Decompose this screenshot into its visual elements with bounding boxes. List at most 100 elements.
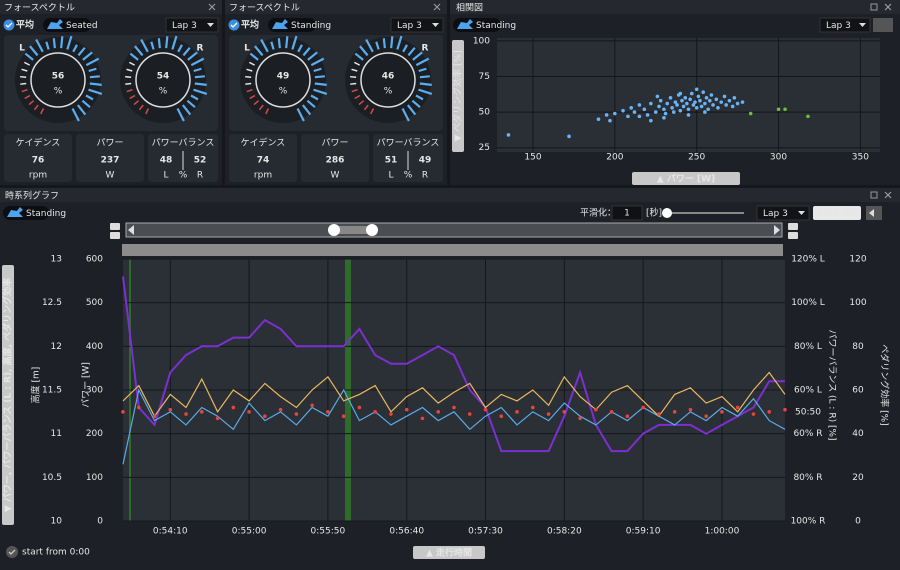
- stat-value: 286: [326, 156, 345, 166]
- balance-dot: [404, 407, 409, 412]
- gauge-tick: [176, 108, 185, 122]
- axis-tab[interactable]: [452, 40, 464, 152]
- balance-dot: [152, 414, 157, 419]
- balance-dot: [688, 407, 693, 412]
- balance-dot: [483, 407, 488, 412]
- y-tick-label: 0: [97, 517, 103, 527]
- select-arrow: [798, 211, 805, 215]
- axis-tab[interactable]: [2, 265, 14, 525]
- average-label: 平均: [16, 19, 34, 31]
- gauge-tick: [171, 35, 178, 50]
- lap-select[interactable]: [819, 17, 871, 33]
- scatter-point: [613, 111, 617, 116]
- x-tick-label: 200: [606, 153, 623, 163]
- close-button[interactable]: [433, 3, 441, 11]
- gauge-tick: [177, 44, 183, 53]
- close-button[interactable]: [884, 191, 892, 199]
- panel-title: フォースペクトル: [229, 3, 300, 14]
- scroll-step-button[interactable]: [788, 223, 798, 230]
- balance-dot: [278, 407, 283, 412]
- gauge-tick: [129, 52, 139, 61]
- lap-select[interactable]: [756, 205, 810, 221]
- axis-tab[interactable]: [632, 172, 740, 185]
- lap-select[interactable]: [165, 17, 219, 33]
- mode-label: Seated: [66, 21, 98, 31]
- gauge-tick: [52, 38, 56, 49]
- close-button[interactable]: [884, 3, 892, 11]
- gauge-tick: [193, 88, 208, 96]
- gauge-bg: [345, 37, 431, 123]
- x-tick-label: 250: [688, 153, 705, 163]
- gauge-tick: [291, 35, 298, 50]
- scroll-step-button[interactable]: [110, 223, 120, 230]
- gauge-ring: [360, 52, 416, 108]
- panel-title: 相関図: [456, 2, 483, 14]
- lap-select[interactable]: [390, 17, 444, 33]
- x-axis-title: ▲ 走行時間: [426, 547, 472, 559]
- show-all-button[interactable]: [813, 206, 861, 220]
- scatter-point: [688, 97, 692, 102]
- swap-button[interactable]: [873, 18, 893, 32]
- gauge-tick: [20, 75, 27, 78]
- scatter-point: [681, 104, 686, 109]
- stat-unit: L: [388, 171, 393, 181]
- gauge-tick: [28, 100, 35, 106]
- balance-dot: [373, 410, 377, 414]
- stat-box: [301, 134, 369, 182]
- gauge-tick: [128, 61, 136, 66]
- gauge-tick: [20, 82, 27, 85]
- gauge-tick: [249, 94, 256, 100]
- gauge-unit: %: [384, 87, 393, 97]
- slider-knob[interactable]: [662, 208, 672, 218]
- gauge-tick: [411, 99, 421, 109]
- maximize-button[interactable]: [870, 3, 878, 11]
- range-handle[interactable]: [366, 224, 378, 236]
- close-button[interactable]: [208, 3, 216, 11]
- range-handle[interactable]: [328, 224, 340, 236]
- maximize-button[interactable]: [870, 191, 878, 199]
- scatter-point: [671, 110, 676, 114]
- gauge-tick: [310, 94, 319, 101]
- range-right[interactable]: [774, 225, 780, 235]
- check-mark: [8, 549, 16, 555]
- scatter-point: [596, 117, 601, 122]
- range-track[interactable]: [125, 222, 783, 238]
- balance-dot: [389, 412, 393, 416]
- gauge-tick: [134, 45, 144, 57]
- gauge-tick: [77, 46, 86, 57]
- gauge-tick: [313, 67, 322, 73]
- check-icon[interactable]: [6, 546, 18, 558]
- scatter-point: [735, 101, 740, 106]
- gauge-tick: [415, 57, 430, 67]
- range-left[interactable]: [128, 225, 134, 235]
- balance-dot: [326, 410, 330, 414]
- y-tick-label: 200: [86, 429, 103, 439]
- gauge-tick: [150, 41, 155, 50]
- balance-dot: [531, 405, 535, 410]
- gauge-ring: [255, 52, 311, 108]
- stat-value: 76: [32, 156, 45, 166]
- scroll-step-button[interactable]: [110, 232, 120, 239]
- scatter-point: [806, 114, 810, 119]
- gauge-tick: [133, 100, 140, 106]
- scatter-point: [716, 106, 720, 110]
- x-axis-title: ▲ パワー [W]: [657, 173, 715, 185]
- panel-title: 時系列グラフ: [5, 190, 59, 202]
- x-tick-label: 300: [770, 153, 787, 163]
- y-tick-label: 500: [86, 298, 103, 308]
- axis-tab[interactable]: [413, 546, 485, 559]
- smoothing-input[interactable]: [611, 205, 643, 221]
- x-tick-label: 0:56:40: [389, 527, 424, 537]
- y-tick-label: 12.5: [42, 298, 62, 308]
- y-tick-label: 80% L: [794, 342, 822, 352]
- gauge-tick: [245, 75, 252, 78]
- gauge-unit: %: [159, 87, 168, 97]
- gauge-tick: [354, 94, 361, 100]
- select-arrow: [432, 23, 439, 27]
- y-axis-title: パワーバランス (L : R) [%]: [827, 329, 838, 440]
- gauge-tick: [190, 94, 199, 101]
- average-label: 平均: [241, 19, 259, 31]
- scroll-step-button[interactable]: [788, 232, 798, 239]
- balance-dot: [783, 407, 787, 412]
- scatter-point: [722, 94, 727, 99]
